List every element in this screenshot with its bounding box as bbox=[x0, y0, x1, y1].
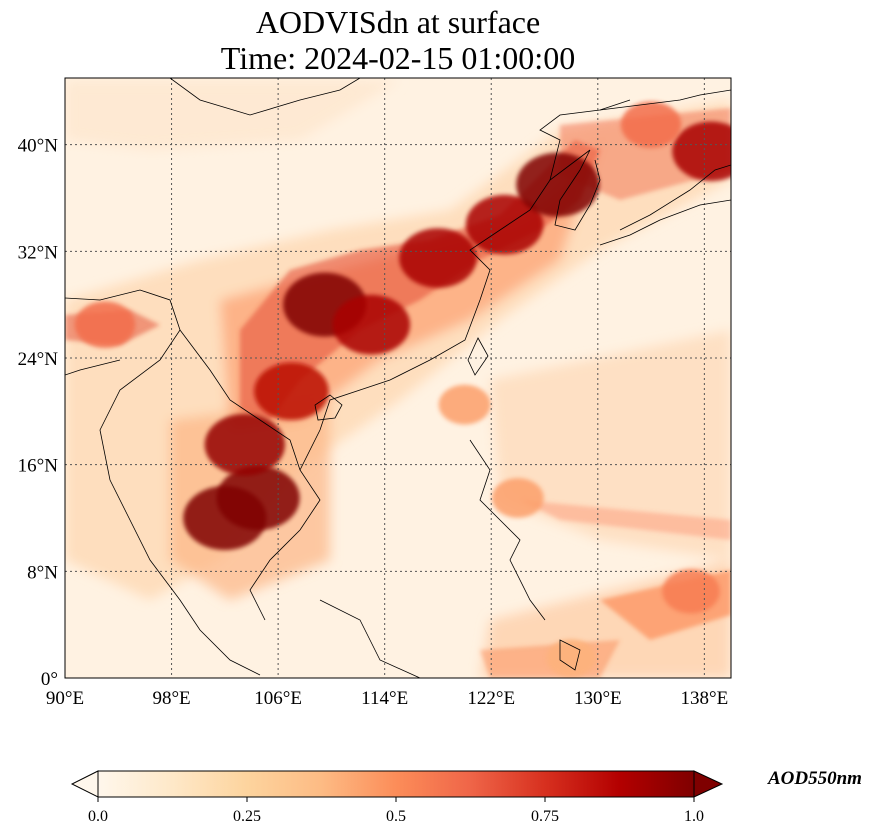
map-frame bbox=[64, 77, 732, 679]
aod-hotspot bbox=[546, 639, 596, 677]
x-tick-label: 138°E bbox=[681, 688, 729, 709]
aod-hotspot bbox=[204, 413, 285, 476]
colorbar: 0.0 0.25 0.5 0.75 1.0 bbox=[70, 770, 724, 825]
y-tick-label: 40°N bbox=[18, 136, 59, 157]
colorbar-tick-label: 0.5 bbox=[386, 808, 406, 825]
aod-hotspot bbox=[516, 152, 600, 217]
aod-hotspot bbox=[662, 569, 720, 614]
aod-hotspots bbox=[74, 101, 731, 677]
x-tick-label: 130°E bbox=[574, 688, 622, 709]
map-plot-area bbox=[64, 77, 732, 679]
coastlines bbox=[65, 78, 731, 678]
map-title-line2: Time: 2024-02-15 01:00:00 bbox=[220, 40, 576, 76]
aod-hotspot bbox=[332, 294, 411, 355]
x-axis-ticks: 90°E 98°E 106°E 114°E 122°E 130°E 138°E bbox=[46, 688, 728, 709]
gridlines bbox=[65, 78, 731, 678]
aod-hotspot bbox=[492, 478, 544, 518]
y-axis-ticks: 0° 8°N 16°N 24°N 32°N 40°N bbox=[18, 136, 59, 690]
aod-hotspot bbox=[399, 228, 477, 288]
x-tick-label: 98°E bbox=[152, 688, 190, 709]
aod-hotspot bbox=[672, 121, 731, 182]
x-tick-label: 90°E bbox=[46, 688, 84, 709]
colorbar-tick-label: 0.25 bbox=[233, 808, 261, 825]
aod-hotspot bbox=[620, 101, 682, 148]
x-tick-label: 122°E bbox=[467, 688, 515, 709]
aod-hotspot bbox=[438, 384, 491, 425]
y-tick-label: 16°N bbox=[18, 456, 59, 477]
aod-hotspot bbox=[216, 466, 300, 530]
x-tick-label: 114°E bbox=[361, 688, 408, 709]
colorbar-tick-label: 1.0 bbox=[684, 808, 704, 825]
colorbar-extend-min bbox=[70, 770, 99, 798]
colorbar-extend-max bbox=[693, 770, 724, 798]
y-tick-label: 32°N bbox=[18, 242, 59, 263]
y-tick-label: 8°N bbox=[27, 562, 58, 583]
map-title-line1: AODVISdn at surface bbox=[255, 4, 541, 40]
y-tick-label: 24°N bbox=[18, 349, 59, 370]
colorbar-ticks: 0.0 0.25 0.5 0.75 1.0 bbox=[88, 797, 704, 825]
aod-hotspot bbox=[74, 301, 136, 348]
y-tick-label: 0° bbox=[41, 669, 58, 690]
colorbar-tick-label: 0.0 bbox=[88, 808, 108, 825]
colorbar-tick-label: 0.75 bbox=[531, 808, 559, 825]
x-tick-label: 106°E bbox=[254, 688, 302, 709]
colorbar-label: AOD550nm bbox=[768, 768, 862, 789]
colorbar-body bbox=[98, 771, 694, 797]
aod-hotspot bbox=[254, 362, 329, 421]
